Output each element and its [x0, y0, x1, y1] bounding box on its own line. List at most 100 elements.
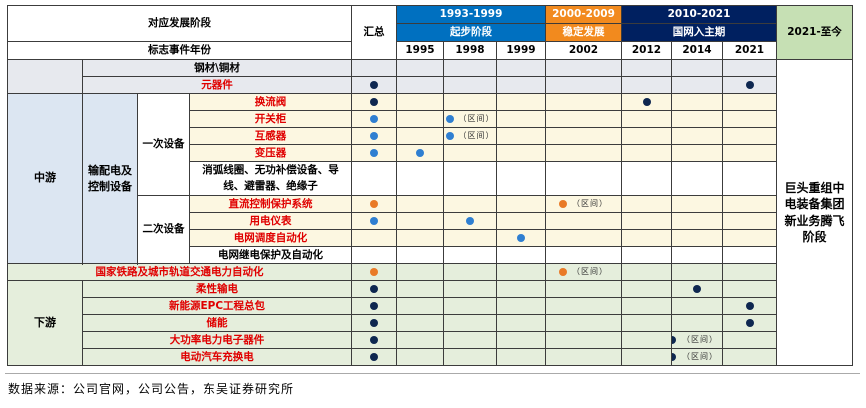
business-timeline-table: 对应发展阶段 汇总 1993-1999 2000-2009 2010-2021 …	[7, 5, 853, 366]
equipment-group: 输配电及控制设备	[82, 93, 138, 264]
cell	[496, 348, 546, 366]
cell	[671, 76, 723, 94]
cell	[621, 331, 672, 349]
phase-3-years: 2010-2021	[621, 5, 777, 24]
section-downstream: 下游	[7, 280, 83, 366]
summary-cell	[351, 195, 397, 213]
row-label-rail: 国家铁路及城市轨道交通电力自动化	[7, 263, 352, 281]
cell	[496, 331, 546, 349]
cell	[671, 314, 723, 332]
cell	[671, 110, 723, 128]
year-1999: 1999	[496, 41, 546, 60]
cell: （区间）	[545, 195, 622, 213]
cell	[545, 314, 622, 332]
cell	[671, 297, 723, 315]
cell	[396, 76, 444, 94]
cell	[621, 127, 672, 145]
navy-dot-icon	[745, 80, 754, 89]
blue-dot-icon	[517, 233, 525, 242]
orange-dot-icon	[559, 267, 567, 276]
cell	[722, 297, 777, 315]
cell	[496, 76, 546, 94]
cell	[396, 93, 444, 111]
cell	[396, 127, 444, 145]
cell	[396, 144, 444, 162]
last-phase-description: 巨头重组中电装备集团新业务腾飞阶段	[776, 59, 853, 366]
cell	[722, 110, 777, 128]
cell	[671, 161, 723, 196]
year-2012: 2012	[621, 41, 672, 60]
summary-cell	[351, 263, 397, 281]
phase-3-name: 国网入主期	[621, 23, 777, 42]
phase-1-years: 1993-1999	[396, 5, 546, 24]
row-label-switchgear: 开关柜	[189, 110, 352, 128]
cell	[496, 212, 546, 230]
interval-note: （区间）	[682, 352, 718, 362]
secondary-equipment-group: 二次设备	[137, 195, 190, 264]
cell	[722, 93, 777, 111]
stage-header: 对应发展阶段	[7, 5, 352, 42]
row-label-instrument-transformer: 互感器	[189, 127, 352, 145]
cell	[443, 161, 497, 196]
cell	[722, 348, 777, 366]
cell	[443, 76, 497, 94]
cell	[545, 331, 622, 349]
cell	[496, 144, 546, 162]
cell	[545, 144, 622, 162]
cell	[396, 348, 444, 366]
cell	[621, 263, 672, 281]
interval-note: （区间）	[458, 131, 495, 141]
row-label-power-electronics: 大功率电力电子器件	[82, 331, 352, 349]
navy-dot-icon	[370, 80, 378, 89]
cell	[621, 59, 672, 77]
navy-dot-icon	[672, 352, 676, 361]
cell	[722, 127, 777, 145]
row-label-steel: 钢材\铜材	[82, 59, 352, 77]
row-label-storage: 储能	[82, 314, 352, 332]
cell	[443, 144, 497, 162]
cell	[443, 59, 497, 77]
cell	[443, 229, 497, 247]
cell	[396, 59, 444, 77]
cell	[496, 297, 546, 315]
row-label-dc-control: 直流控制保护系统	[189, 195, 352, 213]
cell	[496, 110, 546, 128]
cell	[621, 161, 672, 196]
cell	[545, 161, 622, 196]
blue-dot-icon	[445, 131, 454, 140]
cell	[545, 127, 622, 145]
cell	[396, 331, 444, 349]
cell	[545, 212, 622, 230]
blue-dot-icon	[416, 148, 424, 157]
row-label-epc: 新能源EPC工程总包	[82, 297, 352, 315]
cell	[545, 59, 622, 77]
cell	[443, 314, 497, 332]
phase-2-years: 2000-2009	[545, 5, 622, 24]
cell	[671, 144, 723, 162]
cell	[496, 161, 546, 196]
cell	[671, 212, 723, 230]
navy-dot-icon	[745, 318, 754, 327]
blue-dot-icon	[445, 114, 454, 123]
cell	[351, 246, 397, 264]
interval-note: （区间）	[682, 335, 718, 345]
cell: （区间）	[671, 331, 723, 349]
summary-cell	[351, 331, 397, 349]
navy-dot-icon	[745, 301, 754, 310]
navy-dot-icon	[370, 284, 378, 293]
cell	[496, 246, 546, 264]
orange-dot-icon	[559, 199, 567, 208]
interval-note: （区间）	[572, 199, 608, 209]
cell	[351, 161, 397, 196]
summary-cell	[351, 110, 397, 128]
blue-dot-icon	[370, 114, 378, 123]
summary-cell	[351, 76, 397, 94]
row-label-dispatch: 电网调度自动化	[189, 229, 352, 247]
cell: （区间）	[443, 110, 497, 128]
navy-dot-icon	[370, 352, 378, 361]
cell: （区间）	[671, 348, 723, 366]
cell	[621, 348, 672, 366]
cell	[443, 195, 497, 213]
cell	[545, 348, 622, 366]
